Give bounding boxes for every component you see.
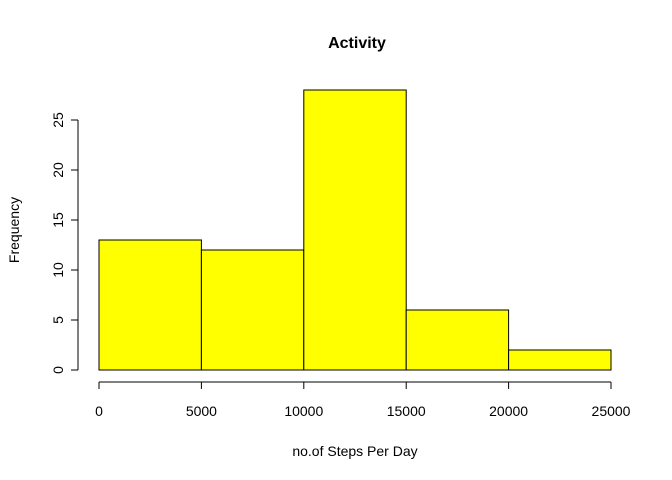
y-tick-label: 0 <box>50 366 66 374</box>
y-tick-label: 15 <box>50 212 66 228</box>
x-tick-label: 10000 <box>284 403 323 419</box>
x-axis: 0 5000 10000 15000 20000 25000 <box>95 381 631 419</box>
x-tick-label: 20000 <box>489 403 528 419</box>
x-tick-label: 0 <box>95 403 103 419</box>
y-tick-label: 25 <box>50 112 66 128</box>
histogram-bar-4 <box>508 349 612 371</box>
x-tick-label: 15000 <box>387 403 426 419</box>
x-axis-label: no.of Steps Per Day <box>292 443 417 459</box>
y-tick-label: 5 <box>50 316 66 324</box>
histogram-bar-1 <box>200 249 305 371</box>
histogram-bar-3 <box>405 309 510 371</box>
y-axis: 0 5 10 15 20 25 <box>50 112 79 374</box>
histogram-bar-0 <box>98 239 202 371</box>
chart-title: Activity <box>328 35 386 52</box>
x-tick-label: 25000 <box>592 403 631 419</box>
x-tick-label: 5000 <box>186 403 217 419</box>
y-axis-label: Frequency <box>6 197 22 263</box>
histogram-bar-2 <box>303 89 407 371</box>
y-tick-label: 20 <box>50 162 66 178</box>
y-tick-label: 10 <box>50 262 66 278</box>
bars-group <box>98 89 612 371</box>
